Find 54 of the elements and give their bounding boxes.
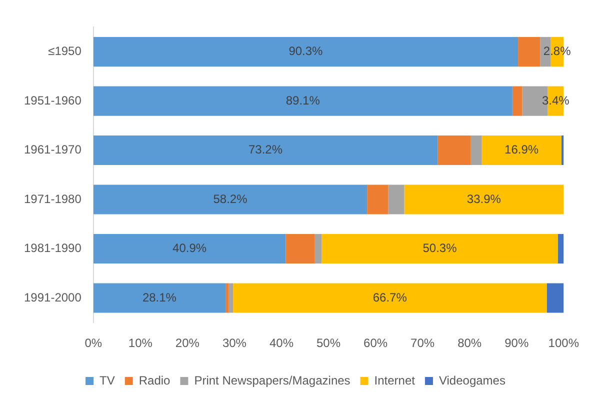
y-tick-label: ≤1950 xyxy=(48,44,82,58)
y-tick-label: 1981-1990 xyxy=(24,241,82,256)
bar xyxy=(470,136,482,166)
x-tick-label: 90% xyxy=(504,336,529,350)
x-tick-label: 40% xyxy=(269,336,294,350)
bar xyxy=(512,86,522,116)
data-label: 58.2% xyxy=(213,192,248,206)
data-label: 33.9% xyxy=(466,192,502,206)
data-label: 89.1% xyxy=(286,93,320,108)
x-tick-label: 80% xyxy=(458,336,482,350)
y-tick-label: 1971-1980 xyxy=(24,192,82,206)
x-tick-label: 0% xyxy=(84,336,102,350)
bar xyxy=(228,283,234,313)
data-label: 40.9% xyxy=(172,241,207,256)
y-tick-label: 1961-1970 xyxy=(24,142,82,157)
bar xyxy=(438,136,471,166)
data-label: 28.1% xyxy=(142,290,177,304)
x-tick-label: 60% xyxy=(364,336,388,350)
bar xyxy=(482,136,562,166)
data-label: 73.2% xyxy=(248,142,283,157)
bar xyxy=(93,283,226,313)
x-tick-label: 10% xyxy=(128,336,153,350)
bar xyxy=(314,234,322,264)
legend-label: TV xyxy=(100,373,115,388)
bar xyxy=(404,184,564,214)
x-tick-label: 30% xyxy=(222,336,247,350)
legend-label: Internet xyxy=(374,373,416,388)
bar xyxy=(93,37,518,67)
legend-label: Print Newspapers/Magazines xyxy=(194,373,350,388)
data-label: 90.3% xyxy=(288,44,324,58)
bar xyxy=(93,136,438,166)
legend-label: Videogames xyxy=(438,373,506,388)
bar xyxy=(286,234,315,264)
bar xyxy=(93,234,286,264)
bar xyxy=(233,283,547,313)
data-label: 50.3% xyxy=(422,241,458,256)
bar xyxy=(518,37,540,67)
x-tick-label: 100% xyxy=(548,336,580,350)
bar xyxy=(367,184,388,214)
bar xyxy=(388,184,404,214)
y-tick-label: 1991-2000 xyxy=(24,290,82,304)
x-tick-label: 70% xyxy=(410,336,435,350)
x-tick-label: 50% xyxy=(316,336,341,350)
x-tick-label: 20% xyxy=(175,336,200,350)
bar xyxy=(93,86,512,116)
bar xyxy=(558,234,564,264)
bar xyxy=(93,184,368,214)
bar xyxy=(226,283,229,313)
legend-label: Radio xyxy=(138,373,171,388)
data-label: 16.9% xyxy=(504,142,539,157)
y-tick-label: 1951-1960 xyxy=(24,93,82,108)
bar xyxy=(546,283,564,313)
bar xyxy=(321,234,558,264)
data-label: 66.7% xyxy=(372,290,408,304)
